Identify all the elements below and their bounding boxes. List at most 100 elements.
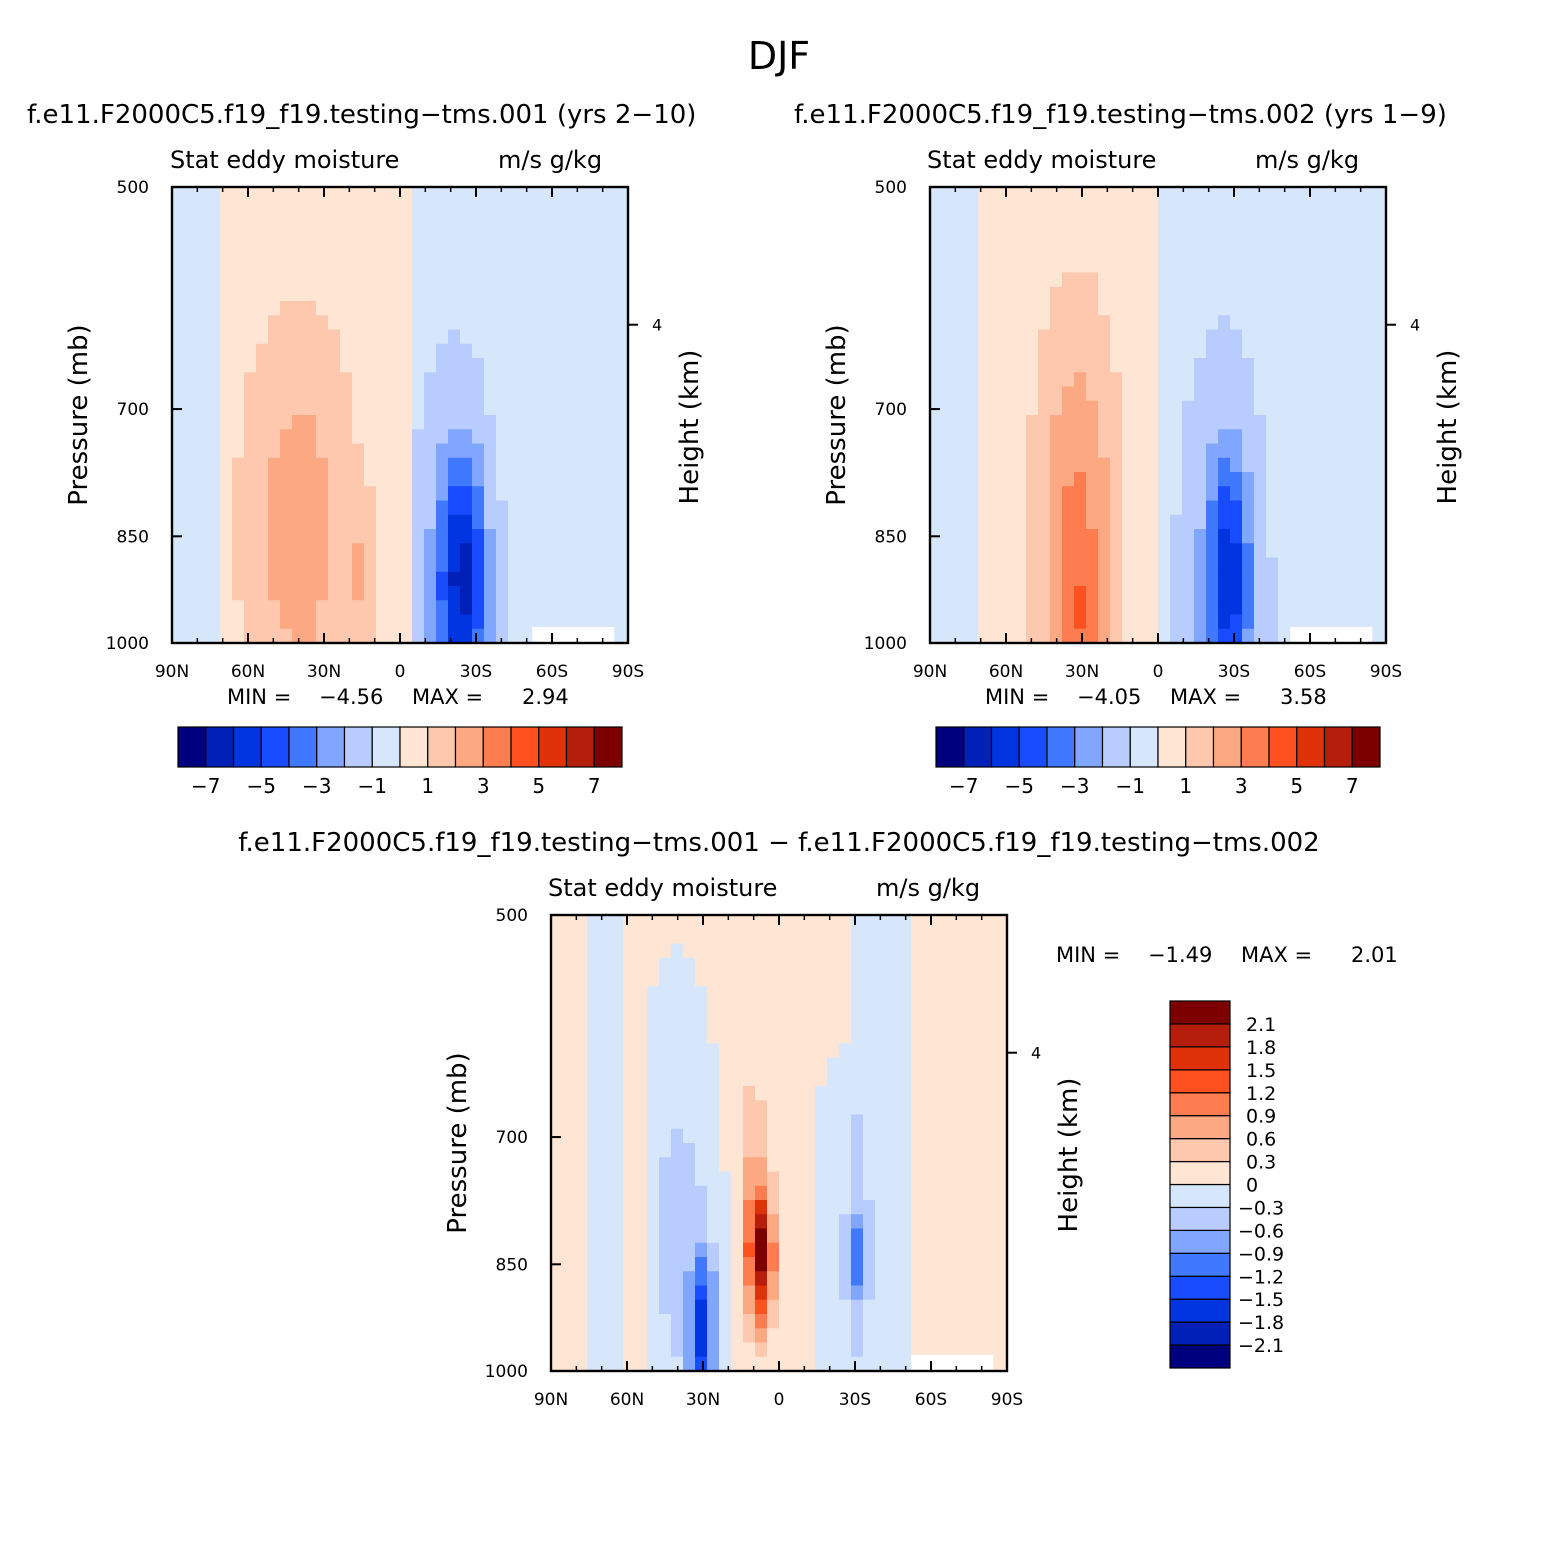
panel-3-contour-cell — [779, 1185, 792, 1201]
panel-3-contour-cell — [863, 1314, 876, 1329]
panel-3-contour-cell — [671, 1157, 684, 1173]
panel-3-colorbar-box — [1169, 1321, 1231, 1346]
panel-1-contour-cell — [412, 400, 425, 416]
panel-3-contour-cell — [659, 986, 672, 1002]
panel-3-contour-cell — [683, 1086, 696, 1101]
panel-2-contour-cell — [1254, 628, 1267, 644]
panel-3-contour-cell — [755, 957, 768, 973]
panel-3-contour-cell — [827, 1171, 840, 1187]
panel-2-contour-cell — [1098, 272, 1111, 288]
panel-3-contour-cell — [875, 1100, 888, 1116]
panel-1-contour-cell — [412, 244, 425, 259]
panel-3-contour-cell — [659, 1242, 672, 1258]
panel-1-contour-cell — [556, 343, 569, 359]
panel-2-contour-cell — [1350, 457, 1363, 473]
panel-2-contour-cell — [1206, 258, 1219, 274]
panel-3-contour-cell — [671, 1043, 684, 1059]
panel-1-contour-cell — [532, 315, 545, 331]
panel-1-contour-cell — [544, 443, 557, 459]
panel-3-contour-cell — [767, 972, 780, 987]
panel-2-contour-cell — [978, 229, 991, 245]
panel-3-contour-cell — [983, 1071, 996, 1087]
panel-3-contour-cell — [827, 1114, 840, 1130]
panel-3-contour-cell — [599, 1157, 612, 1173]
panel-2-contour-cell — [1026, 472, 1039, 487]
panel-2-contour-cell — [1242, 500, 1255, 516]
panel-2-contour-cell — [1086, 415, 1099, 430]
panel-1-contour-cell — [544, 215, 557, 231]
panel-3-contour-cell — [563, 1043, 576, 1059]
panel-1-colorbar-box — [371, 726, 401, 768]
panel-3-contour-cell — [995, 1242, 1008, 1258]
panel-3-contour-cell — [599, 1000, 612, 1016]
panel-3-x-tick-label: 90N — [534, 1390, 568, 1410]
panel-2-contour-cell — [1158, 400, 1171, 416]
panel-3-contour-cell — [683, 1100, 696, 1116]
panel-3-contour-cell — [671, 1285, 684, 1301]
panel-3-contour-cell — [563, 1143, 576, 1158]
panel-1-contour-cell — [232, 272, 245, 288]
panel-2-contour-cell — [1242, 372, 1255, 388]
panel-1-contour-cell — [472, 400, 485, 416]
panel-3-contour-cell — [659, 1143, 672, 1158]
panel-3-contour-cell — [695, 1014, 708, 1030]
panel-2-contour-cell — [1350, 571, 1363, 587]
panel-3-contour-cell — [623, 1071, 636, 1087]
panel-1-contour-cell — [568, 472, 581, 487]
panel-2-colorbar-box — [1296, 726, 1326, 768]
panel-3-contour-cell — [551, 1342, 564, 1358]
panel-2-contour-cell — [954, 258, 967, 274]
panel-1-contour-cell — [292, 329, 305, 345]
panel-1-contour-cell — [208, 443, 221, 459]
panel-1-contour-cell — [448, 244, 461, 259]
panel-2-contour-cell — [1230, 529, 1243, 544]
panel-1-contour-cell — [340, 372, 353, 388]
panel-2-contour-cell — [1122, 443, 1135, 459]
panel-3-contour-cell — [599, 1014, 612, 1030]
panel-1-contour-cell — [172, 600, 185, 616]
panel-2-contour-cell — [1074, 429, 1087, 445]
panel-2-contour-cell — [1266, 600, 1279, 616]
panel-3-contour-cell — [575, 1143, 588, 1158]
panel-1-contour-cell — [316, 358, 329, 373]
panel-2-contour-cell — [978, 415, 991, 430]
panel-1-contour-cell — [556, 315, 569, 331]
panel-3-contour-cell — [779, 1014, 792, 1030]
panel-1-contour-cell — [592, 443, 605, 459]
panel-1-contour-cell — [604, 229, 617, 245]
panel-2-contour-cell — [1254, 215, 1267, 231]
panel-1-contour-cell — [544, 187, 557, 202]
panel-3-contour-cell — [587, 1171, 600, 1187]
panel-2-contour-cell — [1122, 571, 1135, 587]
panel-2-contour-cell — [1206, 358, 1219, 373]
panel-2-contour-cell — [1002, 514, 1015, 530]
panel-2-contour-cell — [1314, 429, 1327, 445]
panel-2-contour-cell — [1014, 315, 1027, 331]
panel-2-contour-cell — [954, 557, 967, 573]
panel-1-contour-cell — [220, 372, 233, 388]
panel-2-contour-cell — [1170, 229, 1183, 245]
panel-1-contour-cell — [424, 429, 437, 445]
panel-2-contour-cell — [990, 571, 1003, 587]
panel-3-contour-cell — [803, 1043, 816, 1059]
panel-1-contour-cell — [232, 215, 245, 231]
panel-1-contour-cell — [592, 614, 605, 630]
panel-3-contour-cell — [791, 1342, 804, 1358]
panel-2-contour-cell — [1014, 614, 1027, 630]
panel-1-contour-cell — [292, 628, 305, 644]
panel-2-contour-cell — [990, 586, 1003, 601]
panel-3-contour-cell — [671, 943, 684, 959]
panel-2-contour-cell — [990, 187, 1003, 202]
panel-1-contour-cell — [232, 586, 245, 601]
panel-1-contour-cell — [544, 415, 557, 430]
panel-3-contour-cell — [647, 1342, 660, 1358]
panel-3-contour-cell — [887, 1342, 900, 1358]
panel-1-contour-cell — [448, 415, 461, 430]
panel-1-contour-cell — [364, 215, 377, 231]
panel-3-contour-cell — [803, 915, 816, 930]
panel-2-contour-cell — [1338, 386, 1351, 402]
panel-1-contour-cell — [304, 400, 317, 416]
panel-3-contour-cell — [551, 1100, 564, 1116]
panel-1-contour-cell — [340, 429, 353, 445]
panel-2-max-label: MAX = — [1170, 685, 1241, 709]
